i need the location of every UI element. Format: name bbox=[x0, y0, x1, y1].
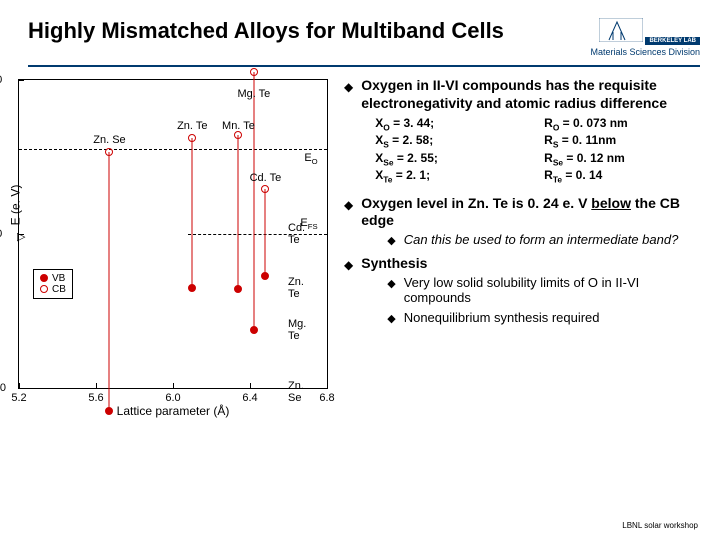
footer-text: LBNL solar workshop bbox=[622, 521, 698, 530]
diamond-icon: ◆ bbox=[387, 312, 395, 326]
bullet-oxygen-level: ◆ Oxygen level in Zn. Te is 0. 24 e. V b… bbox=[344, 195, 710, 252]
lab-logo: BERKELEY LAB Materials Sciences Division bbox=[590, 18, 700, 57]
diamond-icon: ◆ bbox=[387, 234, 395, 248]
side-compound-label: Cd. Te bbox=[288, 222, 314, 246]
bullet-list: ◆ Oxygen in II-VI compounds has the requ… bbox=[338, 77, 710, 389]
bullet-head: Oxygen in II-VI compounds has the requis… bbox=[361, 77, 710, 112]
page-title: Highly Mismatched Alloys for Multiband C… bbox=[28, 18, 504, 44]
table-cell: XSe = 2. 55; bbox=[375, 151, 520, 167]
xtick: 5.6 bbox=[88, 392, 103, 404]
logo-division: Materials Sciences Division bbox=[590, 47, 700, 57]
cb-marker bbox=[105, 148, 113, 156]
vb-marker bbox=[234, 285, 242, 293]
ytick: 2.0 bbox=[0, 74, 2, 86]
table-cell: RTe = 0. 14 bbox=[544, 168, 710, 184]
sub-bullet: ◆Very low solid solubility limits of O i… bbox=[387, 275, 710, 306]
cb-marker bbox=[261, 185, 269, 193]
bullet-head: Synthesis bbox=[361, 255, 710, 273]
side-compound-label: Mg. Te bbox=[288, 318, 314, 342]
compound-label: Mg. Te bbox=[237, 88, 270, 100]
compound-label: Zn. Te bbox=[177, 120, 207, 132]
vb-marker bbox=[105, 407, 113, 415]
table-cell: XO = 3. 44; bbox=[375, 116, 520, 132]
vb-marker bbox=[261, 272, 269, 280]
xtick: 5.2 bbox=[11, 392, 26, 404]
compound-label: Mn. Te bbox=[222, 120, 255, 132]
diamond-icon: ◆ bbox=[344, 198, 353, 252]
cb-marker bbox=[250, 68, 258, 76]
diamond-icon: ◆ bbox=[387, 277, 395, 306]
vb-marker bbox=[188, 284, 196, 292]
ytick: -2.0 bbox=[0, 382, 6, 394]
chart-xlabel: Lattice parameter (Å) bbox=[117, 404, 230, 418]
lab-tower-icon bbox=[599, 18, 643, 42]
diamond-icon: ◆ bbox=[344, 80, 353, 191]
diamond-icon: ◆ bbox=[344, 258, 353, 329]
chart-ylabel: E (e. V) bbox=[8, 185, 22, 226]
table-cell: XTe = 2. 1; bbox=[375, 168, 520, 184]
table-cell: XS = 2. 58; bbox=[375, 133, 520, 149]
side-compound-label: Zn. Se bbox=[288, 380, 314, 404]
xtick: 6.0 bbox=[165, 392, 180, 404]
electronegativity-table: XO = 3. 44; RO = 0. 073 nm XS = 2. 58; RS =… bbox=[375, 116, 710, 185]
header-rule bbox=[28, 65, 700, 67]
chart-legend: VBCB bbox=[33, 269, 73, 299]
ytick: 0.0 bbox=[0, 228, 2, 240]
cb-marker bbox=[188, 134, 196, 142]
bullet-synthesis: ◆ Synthesis ◆Very low solid solubility l… bbox=[344, 255, 710, 329]
vb-marker bbox=[250, 326, 258, 334]
bullet-electronegativity: ◆ Oxygen in II-VI compounds has the requ… bbox=[344, 77, 710, 191]
table-cell: RSe = 0. 12 nm bbox=[544, 151, 710, 167]
energy-vs-lattice-chart: E (e. V) Lattice parameter (Å) -2.00.02.… bbox=[18, 79, 328, 389]
table-cell: RS = 0. 11nm bbox=[544, 133, 710, 149]
e-o-label: EO bbox=[304, 152, 317, 166]
logo-inst: BERKELEY LAB bbox=[645, 37, 700, 45]
xtick: 6.8 bbox=[319, 392, 334, 404]
compound-label: Zn. Se bbox=[93, 134, 125, 146]
sub-bullet: ◆ Can this be used to form an intermedia… bbox=[387, 232, 710, 248]
sub-bullet: ◆Nonequilibrium synthesis required bbox=[387, 310, 710, 326]
xtick: 6.4 bbox=[242, 392, 257, 404]
bullet-head: Oxygen level in Zn. Te is 0. 24 e. V bel… bbox=[361, 195, 710, 230]
cb-marker bbox=[234, 131, 242, 139]
side-compound-label: Zn. Te bbox=[288, 276, 314, 300]
table-cell: RO = 0. 073 nm bbox=[544, 116, 710, 132]
compound-label: Cd. Te bbox=[250, 172, 282, 184]
